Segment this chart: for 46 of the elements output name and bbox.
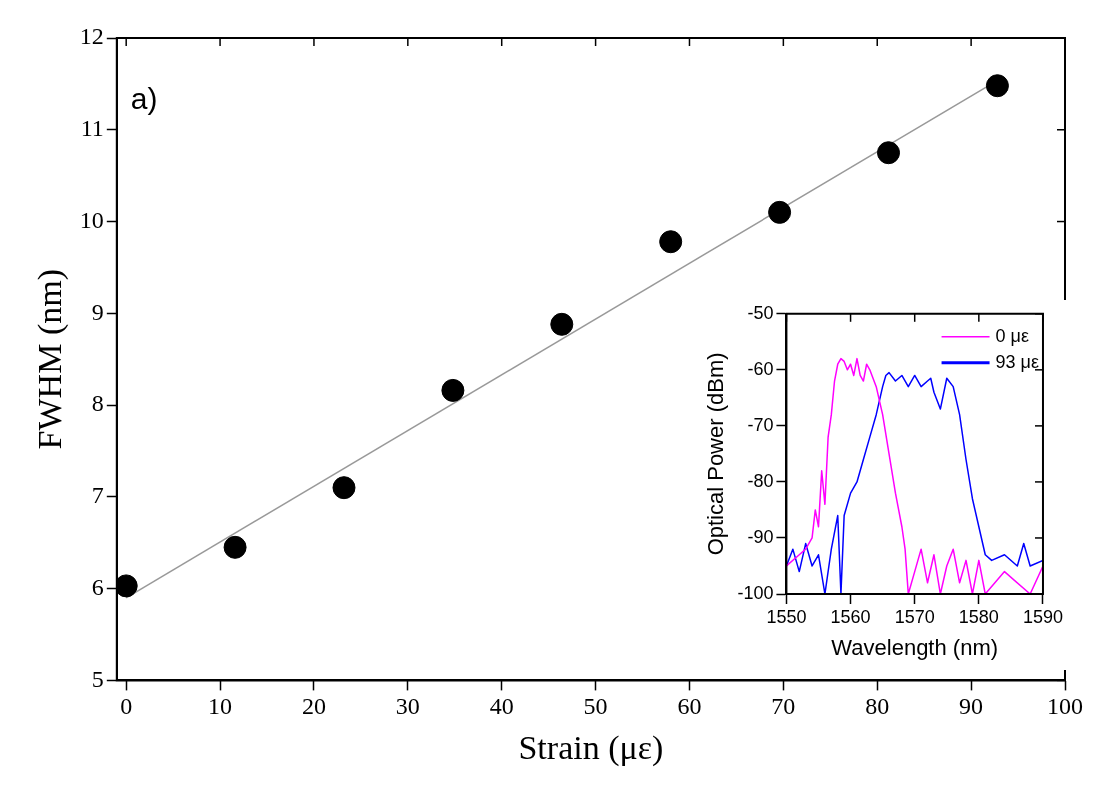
y-tick-label: -90 (747, 526, 774, 547)
x-tick-label: 80 (865, 693, 890, 720)
x-tick-label: 1550 (766, 606, 807, 627)
point (985, 74, 1009, 98)
y-tick-label: -100 (737, 582, 774, 603)
y-tick-label: 6 (91, 573, 104, 600)
point (659, 230, 683, 254)
y-tick-label: 9 (91, 298, 104, 325)
legend-label: 93 με (995, 351, 1039, 372)
x-tick-label: 30 (395, 693, 420, 720)
x-tick-label: 100 (1047, 693, 1083, 720)
point (877, 141, 900, 165)
y-tick-label: -60 (747, 358, 774, 379)
y-axis-title: FWHM (nm) (31, 269, 70, 450)
x-tick-label: 40 (489, 693, 514, 720)
point (550, 312, 574, 336)
x-axis-title: Wavelength (nm) (831, 634, 999, 660)
x-tick-label: 70 (771, 693, 796, 720)
y-axis-title: Optical Power (dBm) (703, 352, 729, 556)
y-tick-label: 8 (91, 390, 104, 417)
y-tick-label: 12 (79, 23, 104, 50)
legend-label: 0 με (995, 325, 1029, 346)
point (223, 535, 247, 559)
point (116, 574, 138, 598)
x-tick-label: 50 (583, 693, 608, 720)
y-tick-label: 7 (91, 482, 104, 509)
x-axis-title: Strain (με) (518, 728, 664, 767)
x-tick-label: 20 (301, 693, 326, 720)
x-tick-label: 60 (677, 693, 702, 720)
y-tick-label: -80 (747, 470, 774, 491)
x-tick-label: 90 (959, 693, 984, 720)
point (768, 200, 792, 224)
x-tick-label: 1560 (830, 606, 871, 627)
x-tick-label: 1590 (1022, 606, 1063, 627)
y-tick-label: -70 (747, 414, 774, 435)
x-tick-label: 0 (120, 693, 133, 720)
point (332, 476, 356, 500)
y-tick-label: 10 (79, 206, 104, 233)
x-tick-label: 10 (208, 693, 233, 720)
y-tick-label: 11 (80, 115, 104, 142)
y-tick-label: -50 (747, 302, 774, 323)
x-tick-label: 1570 (894, 606, 935, 627)
y-tick-label: 5 (91, 665, 104, 692)
annotation: a) (130, 82, 158, 116)
point (441, 378, 465, 402)
x-tick-label: 1580 (958, 606, 999, 627)
